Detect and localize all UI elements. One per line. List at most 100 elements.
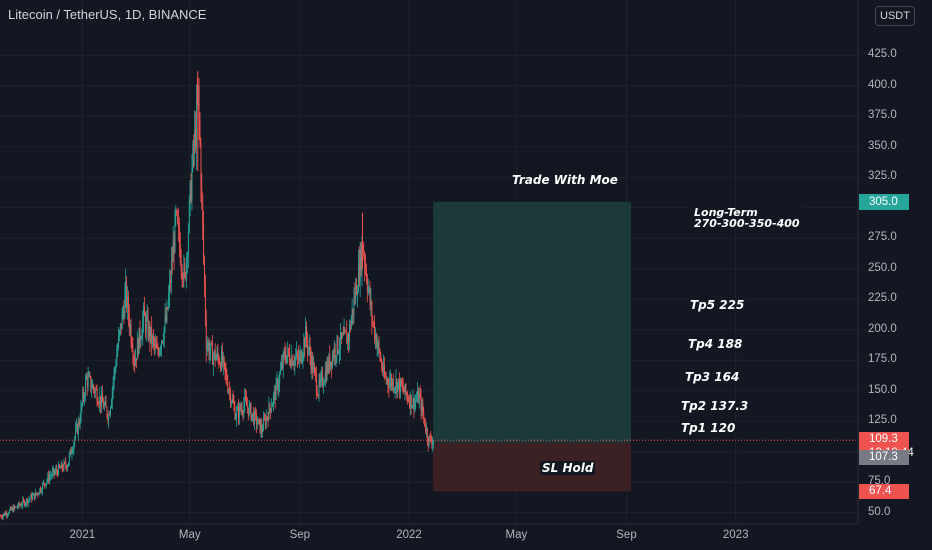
candle-body <box>213 355 214 365</box>
candle-body <box>282 353 284 368</box>
candle-body <box>75 429 77 438</box>
candle-body <box>28 499 30 501</box>
candle-body <box>329 355 331 369</box>
candle-body <box>399 378 401 393</box>
candle-body <box>5 512 7 516</box>
candle-body <box>16 506 18 508</box>
candle-body <box>320 376 322 382</box>
candle-body <box>255 413 257 425</box>
candle-body <box>259 419 261 433</box>
annotation-tp3[interactable]: Tp3 164 <box>683 370 742 384</box>
candle-body <box>198 86 200 119</box>
candle-body <box>24 500 26 506</box>
candle-body <box>315 369 316 375</box>
candle-body <box>296 352 298 357</box>
candle-body <box>19 505 21 506</box>
candle-body <box>242 412 244 414</box>
y-tick-label: 400.0 <box>868 78 897 91</box>
candle-body <box>235 418 237 420</box>
candle-body <box>262 430 264 432</box>
position-zones <box>433 201 631 492</box>
candle-body <box>386 379 388 381</box>
candle-body <box>306 340 308 351</box>
candle-body <box>185 273 187 279</box>
candle-body <box>283 352 285 354</box>
candle-body <box>94 389 96 393</box>
candle-body <box>129 324 131 328</box>
candle-body <box>8 513 9 515</box>
candle-body <box>3 513 5 516</box>
annotation-tp5[interactable]: Tp5 225 <box>688 298 747 312</box>
annotation-long-term[interactable]: Long-Term 270-300-350-400 <box>692 207 802 229</box>
candle-body <box>83 392 85 398</box>
candle-body <box>116 354 118 366</box>
candle-body <box>81 403 83 406</box>
candle-body <box>136 358 137 360</box>
candle-body <box>418 393 420 403</box>
candle-body <box>118 335 120 349</box>
candle-body <box>370 302 372 305</box>
candle-body <box>175 210 177 214</box>
candle-body <box>169 280 171 295</box>
annotation-tp1[interactable]: Tp1 120 <box>679 421 738 435</box>
candle-body <box>187 230 189 256</box>
candle-body <box>426 428 427 432</box>
y-tick-label: 225.0 <box>868 292 897 305</box>
candle-body <box>174 213 176 253</box>
candle-body <box>358 262 360 282</box>
y-tick-label: 50.0 <box>868 505 891 518</box>
candle-body <box>326 362 328 380</box>
candle-body <box>205 319 207 351</box>
candle-body <box>277 380 279 390</box>
candle-body <box>44 484 46 486</box>
candle-body <box>68 462 69 467</box>
candle-body <box>298 356 300 361</box>
candle-body <box>247 405 248 408</box>
candle-body <box>114 368 116 372</box>
candle-body <box>93 388 95 393</box>
currency-button[interactable]: USDT <box>875 6 915 26</box>
candle-body <box>334 347 336 357</box>
stop-price-badge: 67.4 <box>859 483 909 499</box>
candle-body <box>276 380 278 383</box>
candle-body <box>57 471 59 475</box>
candle-body <box>69 449 71 455</box>
y-tick-label: 175.0 <box>868 353 897 366</box>
candle-body <box>348 334 350 342</box>
candle-body <box>377 341 379 346</box>
candle-body <box>421 403 423 412</box>
candle-body <box>409 400 410 407</box>
annotation-tp4[interactable]: Tp4 188 <box>686 337 745 351</box>
candle-body <box>201 188 203 196</box>
annotation-tp2[interactable]: Tp2 137.3 <box>679 399 751 413</box>
candle-body <box>51 471 53 476</box>
candle-body <box>423 413 425 418</box>
candle-body <box>294 358 296 365</box>
candle-body <box>371 302 373 321</box>
candle-body <box>414 401 416 410</box>
candle-body <box>27 499 29 504</box>
candle-body <box>107 415 109 421</box>
annotation-sl[interactable]: SL Hold <box>540 461 596 475</box>
entry-price-badge: 107.3 <box>859 449 909 465</box>
y-tick-label: 350.0 <box>868 139 897 152</box>
candle-body <box>285 356 287 363</box>
candle-body <box>132 349 134 358</box>
candle-body <box>245 395 247 400</box>
candle-body <box>406 393 408 396</box>
candle-body <box>363 250 365 256</box>
annotation-title[interactable]: Trade With Moe <box>510 173 620 187</box>
candle-body <box>217 351 219 358</box>
candle-body <box>344 329 346 332</box>
candle-body <box>172 242 174 263</box>
candle-body <box>213 350 215 356</box>
candle-body <box>25 499 27 504</box>
candle-body <box>155 343 157 348</box>
candle-body <box>86 376 88 387</box>
candle-body <box>271 407 273 412</box>
candle-body <box>84 395 86 398</box>
candle-body <box>186 256 188 279</box>
candle-body <box>278 384 280 390</box>
candle-body <box>59 467 61 469</box>
